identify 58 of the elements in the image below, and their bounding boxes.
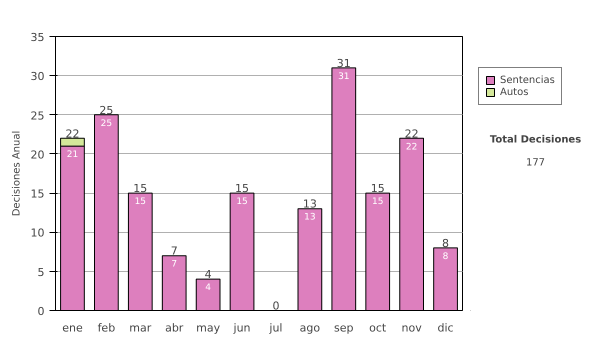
total-label: 4 [204,268,212,282]
text: Total Decisiones [490,134,582,146]
x-tick-label: nov [402,322,422,334]
bar [433,247,458,310]
y-tick-label: 35 [30,31,45,44]
text: 177 [526,158,546,168]
bar [230,192,254,310]
total-label: 13 [302,198,317,211]
data-label: 13 [304,212,316,223]
total-label: 15 [370,182,385,196]
total-label: 0 [272,300,280,312]
x-tick-label: dic [438,322,454,334]
x-tick-label: ago [300,322,320,334]
total-label: 25 [99,104,114,117]
total-label: 31 [336,56,351,70]
y-axis-title: Decisiones Anual [12,130,23,216]
x-tick-label: feb [98,322,116,334]
bar [128,192,153,310]
y-tick-label: 30 [30,70,45,84]
bar [94,114,119,310]
bar [298,208,322,310]
y-tick-label: 10 [30,226,45,240]
data-label: 7 [171,260,178,270]
bar [196,278,220,310]
y-tick-label: 15 [30,188,45,201]
total-label: 22 [404,127,419,140]
data-label: 4 [205,283,212,294]
x-tick-label: abr [165,322,184,334]
x-tick-label: oct [369,322,387,334]
y-tick-label: 5 [38,266,44,279]
data-label: 15 [236,197,248,208]
total-label: 15 [235,182,250,196]
data-label: 31 [338,72,350,82]
bar [399,138,424,310]
x-tick-label: mar [129,322,152,334]
legend-label: Sentencias [500,74,555,86]
bar [365,192,390,310]
x-tick-label: may [196,322,221,334]
data-label: 15 [372,197,384,208]
x-tick-label: ene [62,322,83,334]
total-label: 22 [65,127,80,140]
total-label: 8 [442,236,450,250]
y-tick-label: 0 [38,305,44,318]
data-label: 22 [406,142,418,152]
data-label: 15 [134,197,146,208]
x-tick-label: jun [232,322,251,334]
data-label: 25 [100,118,112,129]
x-tick-label: jul [268,322,283,334]
bar [331,67,356,310]
bar [162,255,187,310]
total-label: 7 [170,244,178,258]
x-tick-label: sep [334,322,354,334]
legend-label: Autos [500,86,528,98]
total-label: 15 [133,182,148,196]
y-tick-label: 25 [30,109,45,122]
data-label: 8 [442,252,449,262]
y-tick-label: 20 [30,148,45,162]
data-label: 21 [66,150,78,160]
